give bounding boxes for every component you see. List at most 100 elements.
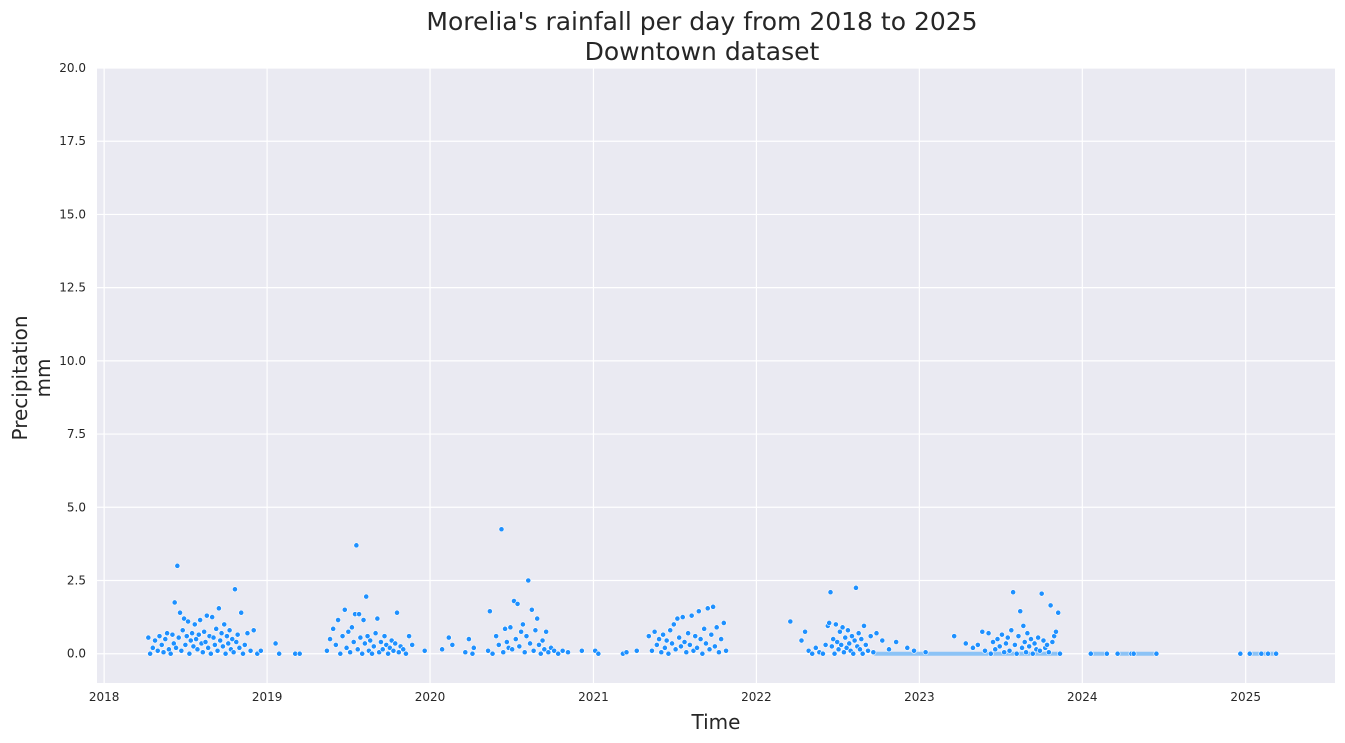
- data-point: [203, 612, 210, 619]
- data-point: [145, 634, 152, 641]
- data-point: [1044, 642, 1050, 648]
- data-point: [672, 646, 679, 653]
- data-point: [149, 644, 156, 651]
- data-point: [543, 628, 550, 635]
- y-axis-label-line2: mm: [31, 359, 55, 398]
- data-point: [421, 647, 428, 654]
- data-point: [186, 650, 193, 657]
- y-axis-label-line1: Precipitation: [8, 315, 32, 440]
- data-point: [213, 625, 220, 632]
- data-point: [710, 603, 716, 610]
- data-point: [651, 628, 658, 635]
- data-point: [193, 636, 200, 642]
- data-point: [555, 650, 562, 657]
- data-point: [812, 644, 819, 651]
- data-point: [219, 643, 226, 650]
- data-point: [541, 646, 548, 653]
- data-point: [537, 650, 544, 657]
- data-point: [835, 646, 842, 653]
- data-point: [681, 639, 688, 645]
- data-point: [857, 646, 863, 653]
- data-point: [798, 637, 805, 644]
- data-point: [364, 633, 371, 640]
- data-point: [704, 605, 711, 612]
- data-point: [1031, 640, 1038, 647]
- data-point: [692, 633, 699, 640]
- data-point: [147, 650, 154, 657]
- data-point: [1049, 639, 1056, 645]
- data-point: [225, 640, 232, 647]
- data-point: [911, 647, 917, 654]
- data-point: [649, 647, 655, 654]
- data-point: [1273, 650, 1279, 657]
- data-point: [678, 643, 684, 650]
- data-point: [1036, 647, 1043, 654]
- data-point: [536, 642, 542, 648]
- data-point: [716, 649, 722, 656]
- data-point: [539, 637, 546, 644]
- data-point: [343, 644, 350, 651]
- data-point: [498, 526, 505, 533]
- data-point: [922, 649, 929, 656]
- data-point: [240, 650, 246, 657]
- data-point: [167, 650, 174, 657]
- data-point: [1019, 644, 1025, 651]
- data-point: [694, 644, 700, 651]
- data-point: [1003, 640, 1009, 647]
- data-point: [162, 636, 169, 642]
- data-point: [994, 636, 1001, 642]
- y-tick-label: 7.5: [67, 427, 86, 441]
- data-point: [169, 631, 176, 638]
- data-point: [999, 631, 1005, 638]
- data-point: [861, 622, 867, 629]
- data-point: [514, 601, 521, 607]
- data-point: [1153, 650, 1160, 657]
- x-axis-label: Time: [691, 710, 741, 734]
- data-point: [409, 642, 416, 648]
- x-tick-label: 2023: [904, 690, 935, 704]
- data-point: [190, 643, 197, 650]
- data-point: [324, 647, 330, 654]
- data-point: [697, 636, 704, 642]
- data-point: [178, 647, 185, 654]
- data-point: [1015, 633, 1022, 640]
- data-point: [787, 618, 794, 625]
- y-tick-label: 10.0: [59, 354, 86, 368]
- data-point: [1055, 609, 1062, 616]
- y-tick-label: 15.0: [59, 207, 86, 221]
- data-point: [686, 642, 693, 648]
- data-point: [183, 633, 190, 640]
- data-point: [156, 633, 163, 640]
- x-tick-label: 2018: [89, 690, 120, 704]
- y-tick-label: 12.5: [59, 281, 86, 295]
- data-point: [670, 621, 677, 628]
- data-point: [846, 640, 853, 647]
- data-point: [378, 639, 384, 645]
- data-point: [851, 637, 858, 644]
- data-point: [518, 628, 525, 635]
- data-point: [713, 624, 720, 631]
- data-point: [445, 634, 452, 641]
- data-point: [191, 621, 198, 628]
- data-point: [679, 614, 686, 621]
- data-point: [520, 621, 526, 628]
- data-point: [158, 642, 165, 648]
- data-point: [530, 647, 537, 654]
- data-point: [853, 584, 859, 591]
- data-point: [870, 649, 877, 656]
- data-point: [1013, 650, 1020, 657]
- data-point: [363, 593, 370, 600]
- data-point: [1010, 589, 1017, 596]
- x-tick-label: 2024: [1067, 690, 1098, 704]
- data-point: [985, 630, 992, 637]
- data-point: [683, 649, 690, 656]
- data-point: [660, 631, 666, 638]
- data-point: [1053, 628, 1059, 635]
- data-point: [867, 633, 874, 640]
- data-point: [392, 640, 399, 647]
- data-point: [179, 627, 186, 634]
- data-point: [175, 634, 182, 641]
- data-point: [339, 633, 346, 640]
- data-point: [879, 637, 886, 644]
- data-point: [370, 643, 377, 650]
